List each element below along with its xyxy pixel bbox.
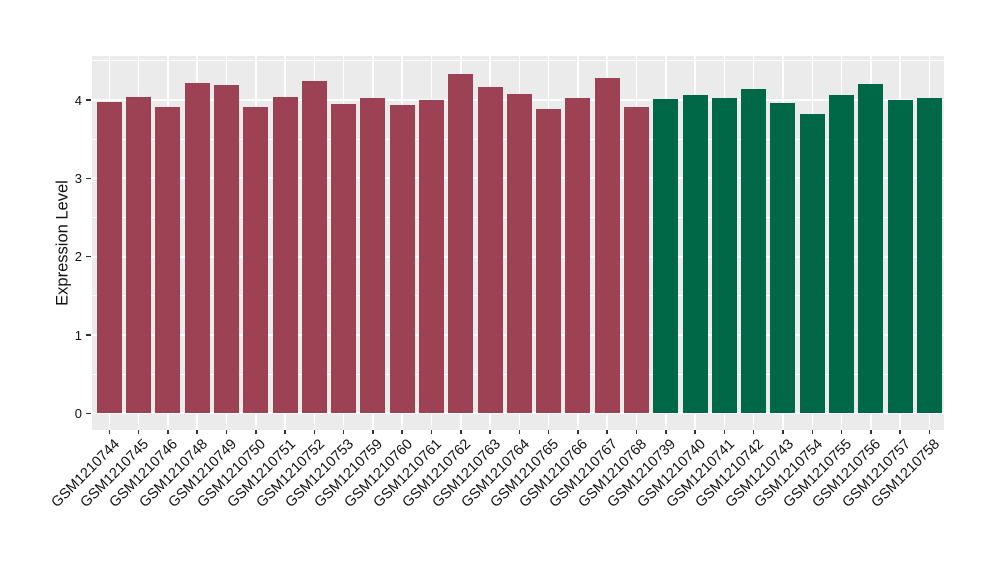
x-tick-mark <box>694 430 696 434</box>
bar-GSM1210764 <box>506 93 532 414</box>
y-tick-mark <box>86 177 91 180</box>
major-gridline <box>91 412 944 415</box>
x-tick-mark <box>665 430 667 434</box>
x-tick-mark <box>577 430 579 434</box>
x-tick-mark <box>752 430 755 434</box>
x-tick-mark <box>782 430 784 434</box>
x-tick-mark <box>401 430 403 434</box>
y-axis-title: Expression Level <box>53 180 72 306</box>
bar-GSM1210754 <box>799 114 825 414</box>
y-tick-mark <box>86 412 91 415</box>
minor-gridline <box>91 60 944 62</box>
x-tick-mark <box>899 430 901 434</box>
bar-GSM1210763 <box>477 86 503 414</box>
x-tick-mark <box>606 430 608 434</box>
y-tick-mark <box>86 99 91 101</box>
bar-GSM1210742 <box>741 89 767 414</box>
bar-GSM1210749 <box>213 85 239 414</box>
x-tick-mark <box>547 430 550 434</box>
y-tick-label: 2 <box>74 249 82 265</box>
x-tick-mark <box>255 430 257 434</box>
x-tick-mark <box>196 430 198 434</box>
x-tick-mark <box>225 430 228 434</box>
bar-GSM1210751 <box>272 96 298 414</box>
bar-GSM1210752 <box>301 80 327 414</box>
x-tick-mark <box>928 430 931 434</box>
bar-GSM1210740 <box>682 95 708 414</box>
x-tick-mark <box>284 430 286 434</box>
bar-GSM1210767 <box>594 78 620 414</box>
bar-GSM1210759 <box>360 97 386 414</box>
bar-GSM1210758 <box>916 97 942 414</box>
bar-GSM1210755 <box>829 95 855 414</box>
y-tick-mark <box>86 255 91 258</box>
bar-GSM1210757 <box>887 100 913 414</box>
x-tick-mark <box>723 430 726 434</box>
x-tick-mark <box>489 430 491 434</box>
x-tick-mark <box>313 430 316 434</box>
plot-panel <box>91 56 944 430</box>
bar-GSM1210743 <box>770 103 796 414</box>
bar-GSM1210760 <box>389 104 415 414</box>
x-tick-mark <box>635 430 638 434</box>
x-tick-mark <box>167 430 169 434</box>
bar-GSM1210741 <box>711 97 737 414</box>
bar-GSM1210766 <box>565 97 591 414</box>
y-tick-label: 1 <box>74 327 82 343</box>
bar-GSM1210768 <box>624 107 650 414</box>
bar-GSM1210746 <box>155 107 181 414</box>
x-tick-mark <box>811 430 813 434</box>
x-tick-mark <box>108 430 111 434</box>
x-tick-mark <box>430 430 433 434</box>
y-tick-label: 0 <box>74 405 82 421</box>
x-tick-mark <box>372 430 374 434</box>
x-tick-mark <box>518 430 521 434</box>
bar-GSM1210748 <box>184 82 210 414</box>
x-tick-mark <box>342 430 345 434</box>
y-tick-label: 4 <box>74 92 82 108</box>
bar-GSM1210753 <box>331 104 357 414</box>
bar-GSM1210739 <box>653 99 679 414</box>
bar-GSM1210761 <box>418 100 444 414</box>
x-tick-mark <box>137 430 140 434</box>
bar-GSM1210765 <box>536 109 562 414</box>
y-tick-label: 3 <box>74 170 82 186</box>
bar-GSM1210750 <box>243 107 269 414</box>
x-tick-mark <box>870 430 872 434</box>
bar-GSM1210762 <box>448 74 474 414</box>
x-tick-mark <box>460 430 462 434</box>
bar-GSM1210745 <box>126 96 152 414</box>
bar-GSM1210756 <box>858 83 884 414</box>
bar-GSM1210744 <box>96 102 122 414</box>
y-tick-mark <box>86 334 91 336</box>
x-tick-mark <box>840 430 843 434</box>
